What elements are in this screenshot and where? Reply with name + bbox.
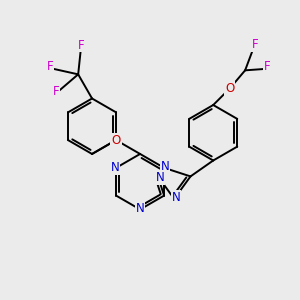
Text: O: O	[225, 82, 235, 95]
Text: O: O	[111, 134, 121, 147]
Text: N: N	[111, 161, 119, 174]
Text: F: F	[252, 38, 259, 51]
Text: F: F	[264, 61, 271, 74]
Text: F: F	[47, 60, 53, 73]
Text: N: N	[172, 191, 181, 204]
Text: N: N	[136, 202, 145, 215]
Text: F: F	[52, 85, 59, 98]
Text: F: F	[78, 38, 84, 52]
Text: N: N	[161, 160, 170, 173]
Text: N: N	[155, 171, 164, 184]
